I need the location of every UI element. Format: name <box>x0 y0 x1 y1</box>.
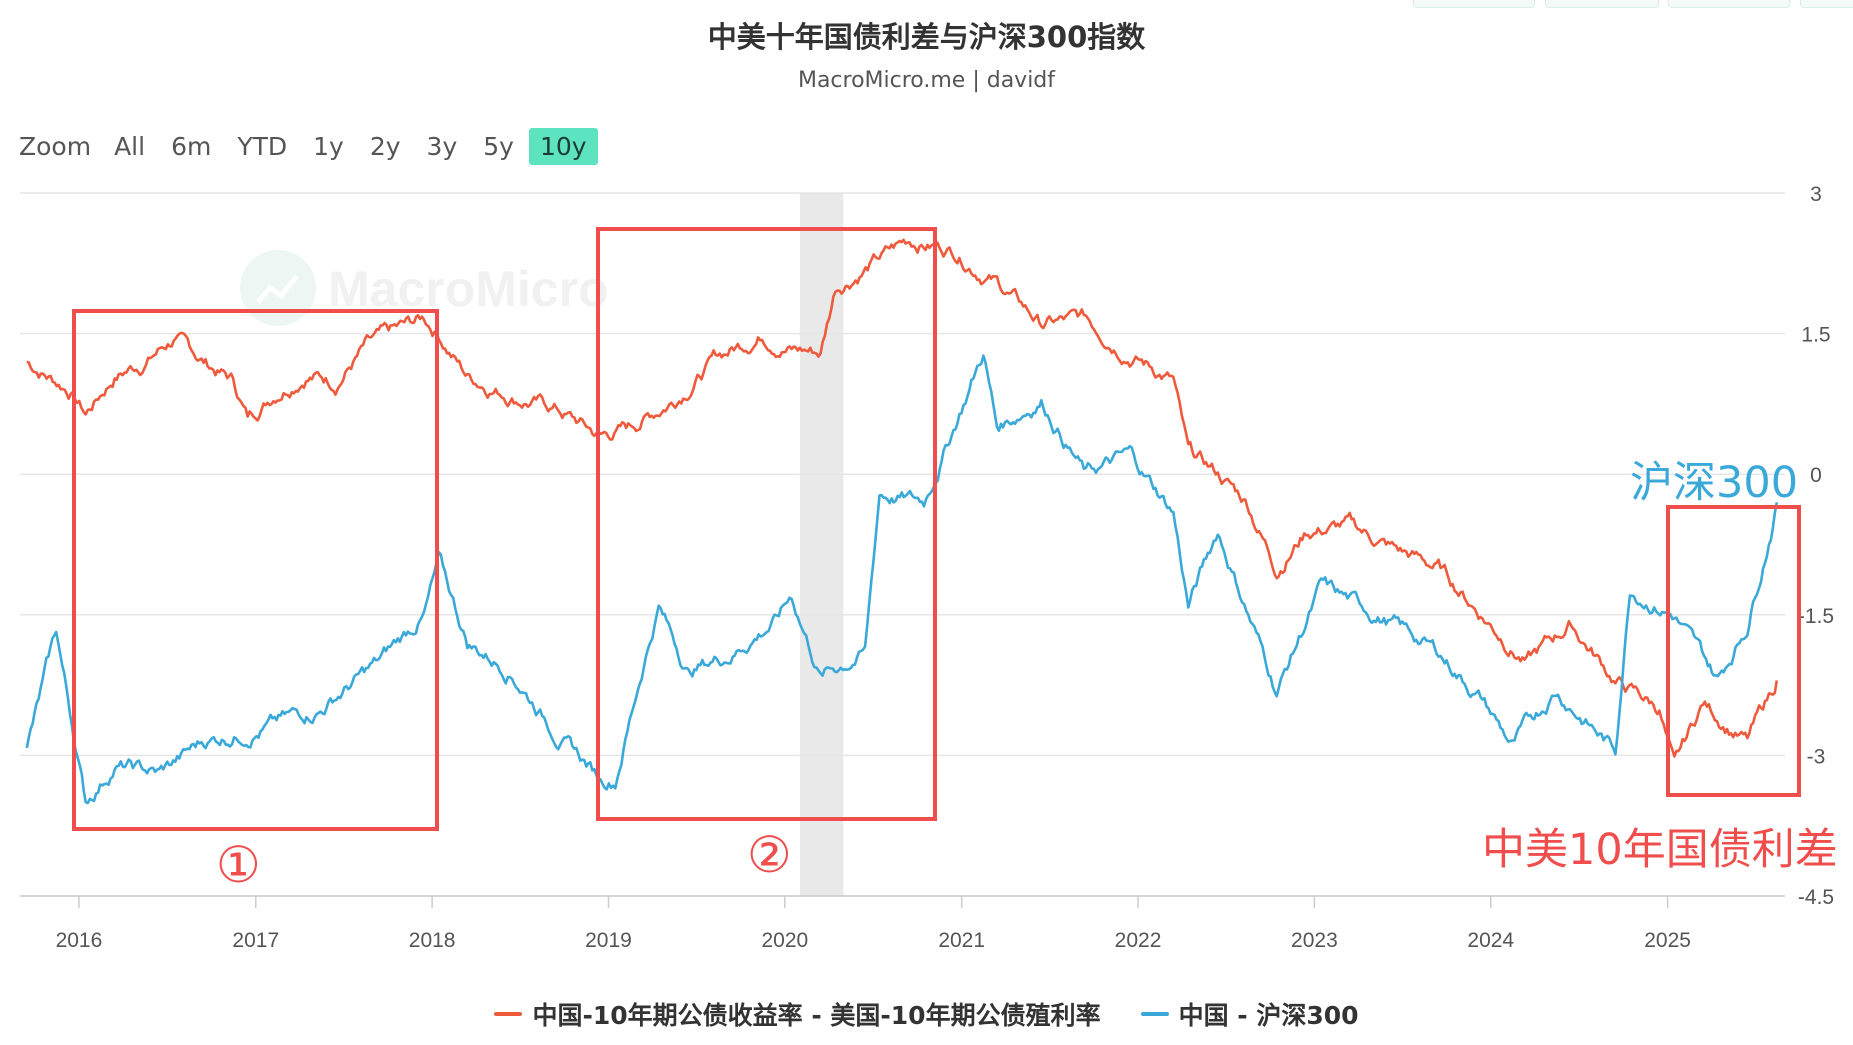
x-tick-label-2: 2018 <box>409 929 456 952</box>
x-tick-label-6: 2022 <box>1115 929 1162 952</box>
annotation-number-1: ① <box>216 836 261 894</box>
legend-swatch-spread <box>494 1012 523 1016</box>
zoom-label: Zoom <box>19 131 92 161</box>
zoom-5y-button[interactable]: 5y <box>483 131 514 161</box>
chart-subtitle: MacroMicro.me | davidf <box>797 68 1056 93</box>
y-tick-label-4: -3 <box>1807 745 1826 768</box>
zoom-2y-button[interactable]: 2y <box>369 131 401 161</box>
axes: 3 1.5 0 -1.5 -3 -4.5 2016 2017 2018 2019 2020 2021 2… <box>20 183 1834 952</box>
y-tick-label-5: -4.5 <box>1798 886 1834 909</box>
shaded-band-rect <box>799 193 844 896</box>
zoom-controls: Zoom All 6m YTD 1y 2y 3y 5y 10y <box>19 124 602 168</box>
series <box>25 238 1779 805</box>
annotation-boxes <box>72 227 1801 831</box>
legend-label-csi300: 中国 - 沪深300 <box>1178 1001 1359 1030</box>
annotation-box-2 <box>596 227 937 821</box>
watermark-chart-icon <box>256 274 299 304</box>
y-tick-label-1: 1.5 <box>1801 324 1830 347</box>
zoom-6m-button[interactable]: 6m <box>171 131 212 161</box>
toolbar-button-4[interactable] <box>1800 0 1853 8</box>
csi300-annotation: 沪深300 <box>1630 458 1799 508</box>
x-tick-label-4: 2020 <box>761 929 808 952</box>
legend-swatch-csi300 <box>1140 1012 1169 1016</box>
zoom-all-button[interactable]: All <box>114 131 146 161</box>
x-tick-label-3: 2019 <box>585 929 632 952</box>
y-tick-label-2: 0 <box>1810 464 1822 487</box>
chart-title: 中美十年国债利差与沪深300指数 <box>707 20 1146 54</box>
x-tick-label-1: 2017 <box>232 929 279 952</box>
x-tick-label-9: 2025 <box>1644 929 1691 952</box>
toolbar-button-3[interactable] <box>1668 0 1790 8</box>
x-tick-label-8: 2024 <box>1467 929 1514 952</box>
series-line-spread <box>26 238 1779 758</box>
y-tick-label-3: -1.5 <box>1798 605 1834 628</box>
legend: 中国-10年期公债收益率 - 美国-10年期公债殖利率 中国 - 沪深300 <box>0 996 1853 1032</box>
x-tick-label-7: 2023 <box>1291 929 1338 952</box>
toolbar-button-1[interactable] <box>1413 0 1535 8</box>
spread-annotation: 中美10年国债利差 <box>1482 825 1838 875</box>
zoom-ytd-button[interactable]: YTD <box>237 131 288 161</box>
x-tick-label-5: 2021 <box>938 929 985 952</box>
toolbar-button-2[interactable] <box>1545 0 1659 8</box>
legend-label-spread: 中国-10年期公债收益率 - 美国-10年期公债殖利率 <box>532 1001 1101 1030</box>
y-tick-label-0: 3 <box>1810 183 1822 206</box>
watermark-logo-icon <box>240 250 316 326</box>
zoom-10y-button[interactable]: 10y <box>528 127 598 165</box>
annotation-box-3 <box>1666 505 1801 797</box>
zoom-1y-button[interactable]: 1y <box>313 131 344 161</box>
shaded-band <box>799 193 844 896</box>
annotation-number-2: ② <box>747 826 792 884</box>
zoom-3y-button[interactable]: 3y <box>426 131 458 161</box>
series-line-csi300 <box>25 354 1779 805</box>
watermark: MacroMicro <box>240 250 609 326</box>
annotation-box-1 <box>72 309 439 831</box>
legend-item-spread[interactable]: 中国-10年期公债收益率 - 美国-10年期公债殖利率 <box>494 996 1101 1032</box>
watermark-text: MacroMicro <box>328 261 609 317</box>
x-tick-label-0: 2016 <box>56 929 103 952</box>
legend-item-csi300[interactable]: 中国 - 沪深300 <box>1140 996 1359 1032</box>
